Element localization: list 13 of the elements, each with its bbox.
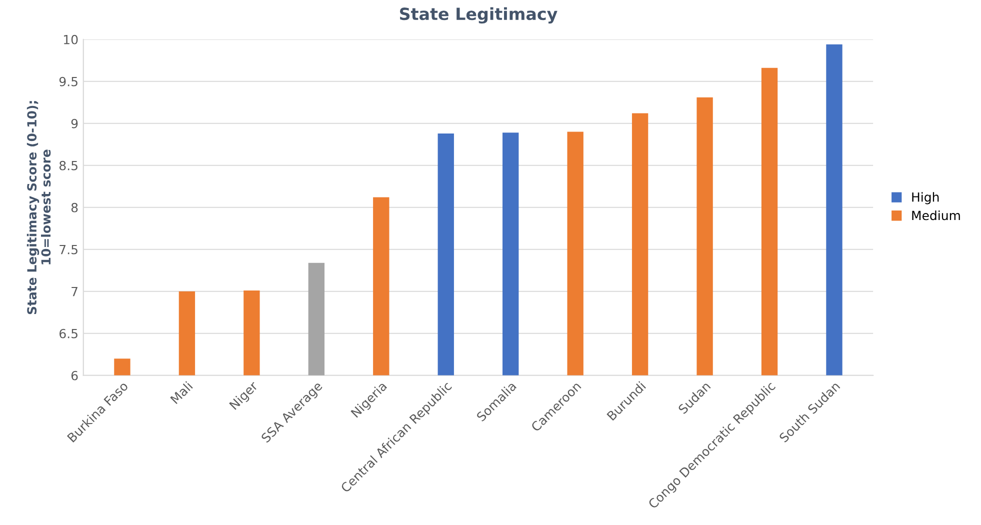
y-tick-label: 6.5 <box>60 328 78 338</box>
y-tick-label: 8.5 <box>59 160 78 170</box>
y-tick-label: 8 <box>71 202 78 212</box>
y-tick-label: 7 <box>72 287 78 296</box>
chart-title: State Legitimacy <box>400 7 558 24</box>
y-tick-label: 9 <box>71 118 78 128</box>
y-tick-label: 10 <box>64 34 78 44</box>
legend-label: Medium <box>912 210 960 220</box>
legend-label: High <box>912 192 939 204</box>
y-tick-label: 7.5 <box>60 245 78 254</box>
y-tick-label: 9.5 <box>59 76 78 86</box>
y-axis-title: State Legitimacy Score (0-10); 10=lowest score <box>26 101 51 314</box>
y-tick-label: 6 <box>71 370 78 380</box>
